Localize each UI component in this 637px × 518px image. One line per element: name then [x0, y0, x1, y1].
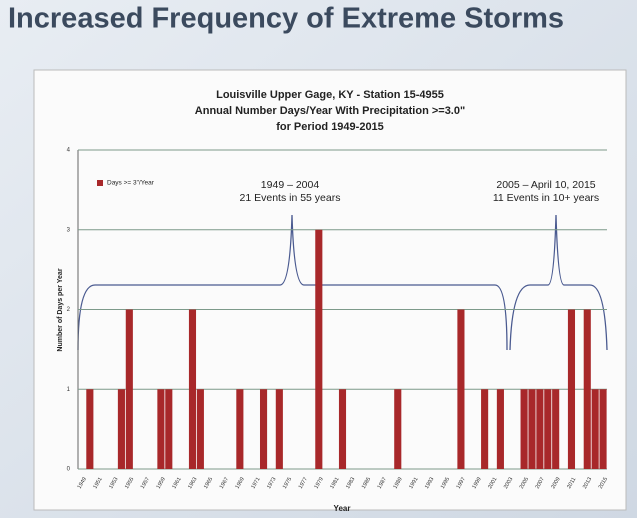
x-tick-label: 2009 [550, 476, 561, 490]
bar [259, 389, 268, 469]
x-tick-label: 1949 [77, 476, 88, 490]
brace-left [77, 214, 508, 351]
x-tick-label: 1951 [92, 476, 103, 490]
x-tick-label: 2011 [566, 477, 577, 490]
x-tick-label: 2001 [487, 476, 498, 490]
x-tick-label: 2013 [582, 476, 593, 490]
x-tick-label: 1971 [250, 476, 261, 490]
bar [117, 389, 125, 469]
legend-swatch [97, 180, 103, 186]
bar [196, 389, 204, 469]
bar [86, 389, 94, 469]
x-tick-label: 1969 [235, 476, 246, 490]
y-tick-label: 2 [67, 307, 71, 313]
annotation: 1949 – 2004 [261, 179, 320, 191]
bar [496, 389, 504, 469]
bar [583, 309, 591, 469]
x-tick-label: 1977 [298, 476, 309, 490]
bar [544, 389, 552, 469]
bar [528, 389, 536, 469]
bar [188, 309, 197, 469]
brace-right [509, 214, 608, 351]
bar [457, 309, 465, 469]
chart-title: Annual Number Days/Year With Precipitati… [195, 105, 465, 117]
y-tick-label: 0 [67, 467, 71, 473]
legend-label: Days >= 3"/Year [107, 180, 155, 187]
bar [338, 389, 347, 469]
bar [315, 229, 323, 469]
x-tick-label: 1981 [329, 476, 340, 490]
x-tick-label: 1955 [124, 476, 135, 490]
y-tick-label: 4 [67, 148, 71, 154]
x-tick-label: 1991 [408, 476, 419, 490]
x-tick-label: 2005 [519, 476, 530, 490]
x-tick-label: 1999 [471, 476, 482, 490]
bar [157, 389, 165, 469]
bar [394, 389, 402, 469]
x-tick-label: 2007 [535, 476, 546, 490]
bar [520, 389, 528, 469]
bar [552, 389, 560, 469]
chart-title: Louisville Upper Gage, KY - Station 15-4… [216, 89, 444, 101]
slide-title: Increased Frequency of Extreme Storms [8, 3, 564, 35]
x-tick-label: 1985 [361, 476, 372, 490]
x-tick-label: 1989 [393, 476, 404, 490]
x-tick-label: 1953 [108, 476, 119, 490]
x-tick-label: 1973 [266, 476, 277, 490]
x-axis-label: Year [334, 504, 351, 513]
y-axis-label: Number of Days per Year [57, 268, 64, 351]
x-tick-label: 1993 [424, 476, 435, 490]
bar [567, 309, 576, 469]
x-tick-label: 1957 [140, 476, 151, 490]
x-tick-label: 1983 [345, 476, 356, 490]
x-tick-label: 1965 [203, 476, 214, 490]
x-tick-label: 2003 [503, 476, 514, 490]
bar [165, 389, 173, 469]
x-tick-label: 1975 [282, 476, 293, 490]
bar [275, 389, 283, 469]
annotation: 21 Events in 55 years [240, 192, 341, 204]
x-tick-label: 1967 [219, 476, 230, 490]
bar [536, 389, 544, 469]
x-tick-label: 1963 [187, 476, 198, 490]
y-tick-label: 3 [67, 227, 71, 233]
bar [125, 309, 133, 469]
y-tick-label: 1 [67, 387, 71, 393]
bar [591, 389, 599, 469]
annotation: 11 Events in 10+ years [493, 192, 599, 204]
bar [481, 389, 489, 469]
x-tick-label: 1987 [377, 476, 388, 490]
x-tick-label: 1995 [440, 476, 451, 490]
x-tick-label: 1979 [314, 476, 325, 490]
x-tick-label: 1961 [171, 476, 182, 490]
bar [599, 389, 607, 469]
annotation: 2005 – April 10, 2015 [496, 179, 595, 191]
x-tick-label: 1997 [456, 476, 467, 490]
bar [236, 389, 244, 469]
x-tick-label: 1959 [156, 476, 167, 490]
chart-title: for Period 1949-2015 [276, 121, 384, 133]
x-tick-label: 2015 [598, 476, 609, 490]
